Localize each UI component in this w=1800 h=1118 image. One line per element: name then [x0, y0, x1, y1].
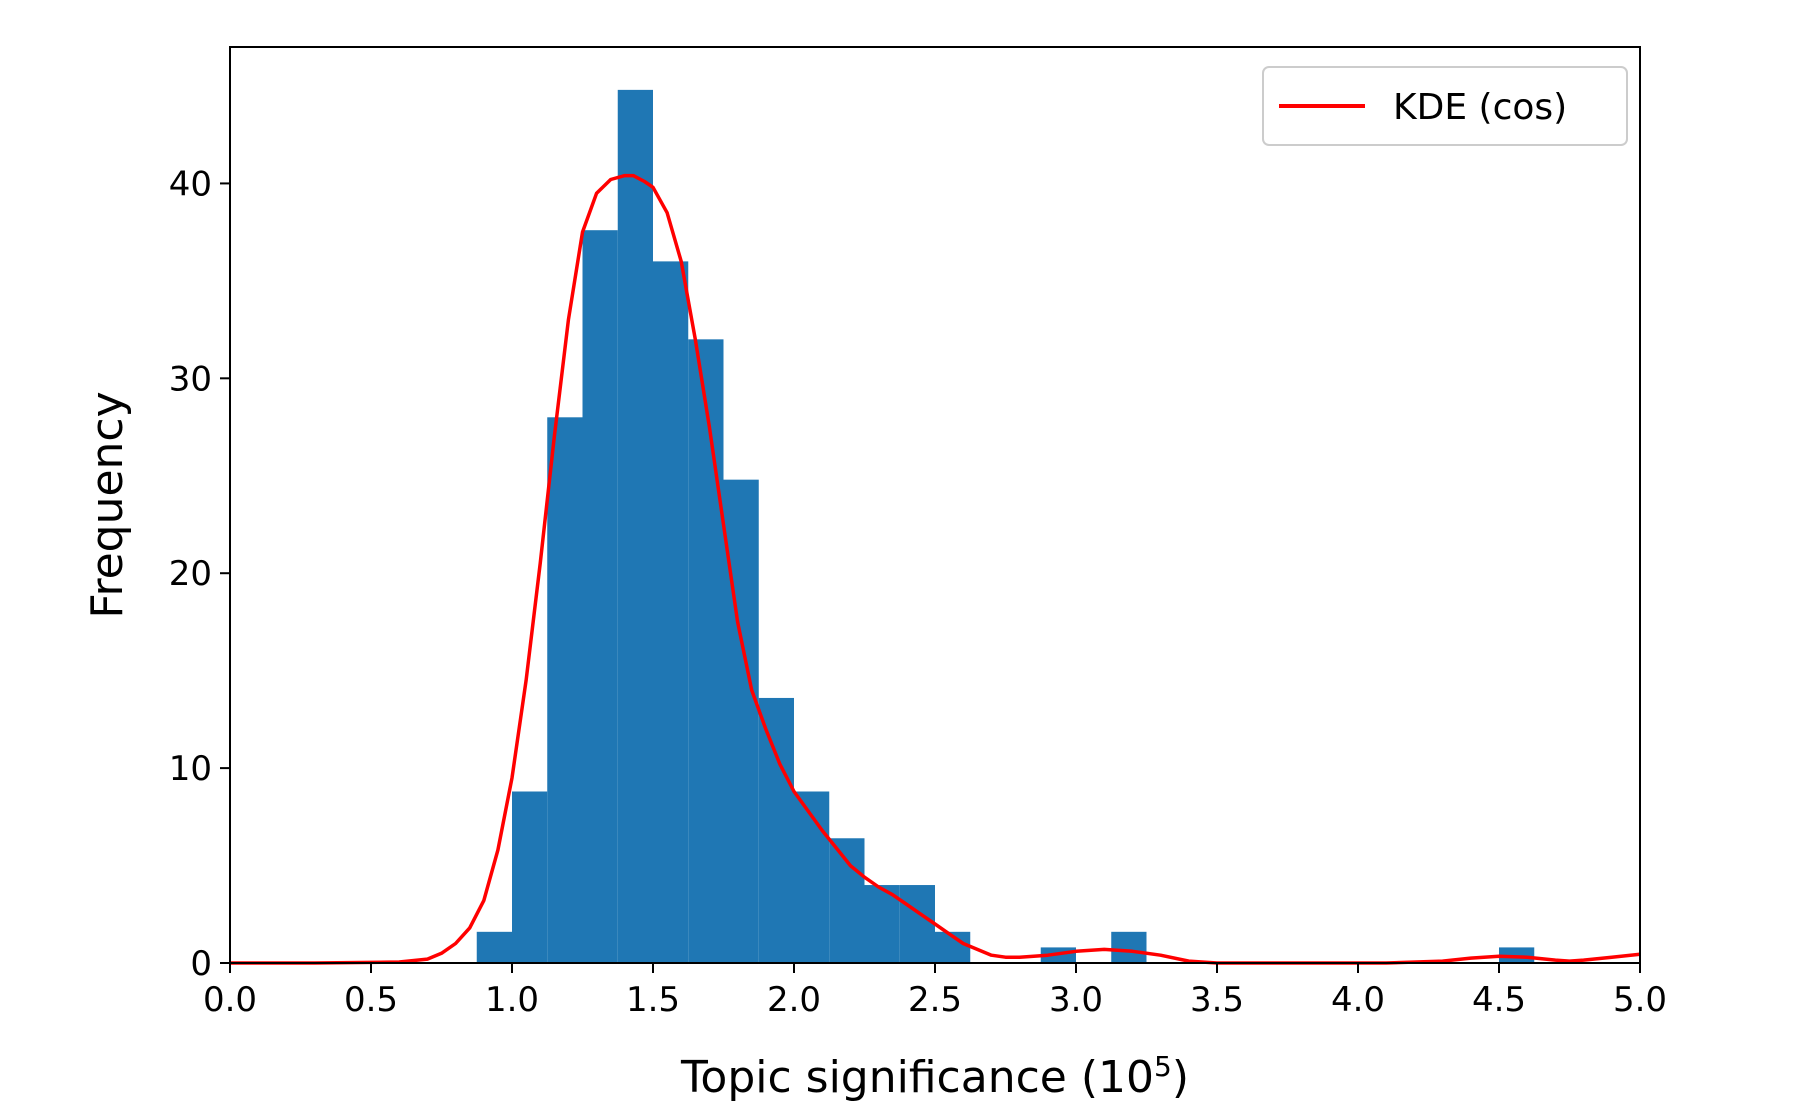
- histogram-bar-1: [512, 791, 548, 963]
- y-tick-label: 10: [169, 749, 212, 789]
- x-axis-label-text: Topic significance (10: [680, 1052, 1154, 1103]
- histogram-bar-3: [582, 230, 618, 963]
- histogram-bar-9: [794, 791, 830, 963]
- histogram-bar-11: [864, 885, 900, 963]
- histogram-bar-15: [1111, 931, 1147, 963]
- histogram-bar-8: [758, 697, 794, 963]
- x-tick-label: 4.5: [1472, 980, 1526, 1020]
- histogram-bar-6: [688, 339, 724, 963]
- histogram-bar-2: [547, 417, 583, 964]
- histogram-bar-5: [653, 261, 689, 964]
- x-tick-label: 0.0: [203, 980, 257, 1020]
- y-tick-label: 0: [190, 944, 212, 984]
- x-axis-label: Topic significance (105): [680, 1050, 1189, 1103]
- x-tick-label: 4.0: [1331, 980, 1385, 1020]
- x-axis-ticks: 0.0 0.5 1.0 1.5 2.0 2.5 3.0 3.5 4.0 4.5 5.0: [203, 963, 1667, 1020]
- legend-box: [1262, 66, 1628, 146]
- x-tick-label: 5.0: [1613, 980, 1667, 1020]
- y-tick-label: 20: [169, 554, 212, 594]
- x-tick-label: 2.0: [767, 980, 821, 1020]
- x-tick-label: 3.0: [1049, 980, 1103, 1020]
- legend: KDE (cos): [1262, 66, 1628, 146]
- legend-label-kde: KDE (cos): [1393, 87, 1567, 128]
- histogram-bar-0: [476, 931, 512, 963]
- plot-frame: [229, 46, 1641, 964]
- y-tick-label: 30: [169, 359, 212, 399]
- y-axis-ticks: 0 10 20 30 40: [169, 164, 230, 984]
- histogram-bars: [476, 89, 1535, 964]
- x-axis-label-superscript: 5: [1154, 1050, 1172, 1083]
- histogram-bar-12: [899, 885, 935, 963]
- histogram-bar-4: [617, 89, 653, 964]
- x-tick-label: 1.0: [485, 980, 539, 1020]
- kde-line: [230, 173, 1641, 965]
- x-tick-label: 0.5: [344, 980, 398, 1020]
- x-tick-label: 1.5: [626, 980, 680, 1020]
- x-tick-label: 2.5: [908, 980, 962, 1020]
- x-tick-label: 3.5: [1190, 980, 1244, 1020]
- kde-line-layer: [230, 173, 1641, 965]
- y-axis-label: Frequency: [82, 391, 133, 618]
- histogram-bar-10: [829, 838, 865, 963]
- x-axis-label-close: ): [1172, 1052, 1189, 1103]
- y-tick-label: 40: [169, 164, 212, 204]
